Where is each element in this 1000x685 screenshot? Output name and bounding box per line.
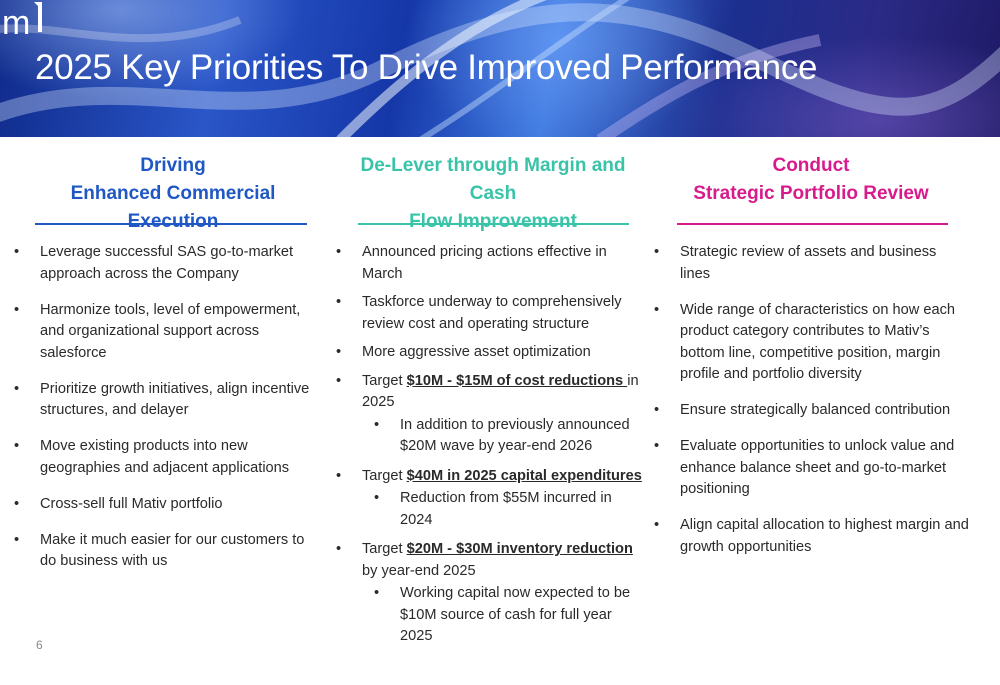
abstract-wave-background — [0, 0, 1000, 137]
list-item: Strategic review of assets and business … — [654, 242, 969, 285]
inventory-reduction-target: $20M - $30M inventory reduction — [406, 541, 633, 557]
sub-list-item: In addition to previously announced $20M… — [336, 415, 648, 458]
list-item: Target $10M - $15M of cost reductions in… — [336, 371, 648, 414]
bullet-list: Strategic review of assets and business … — [654, 242, 969, 573]
list-item: Ensure strategically balanced contributi… — [654, 400, 969, 422]
list-item: Make it much easier for our customers to… — [14, 530, 324, 573]
bullet-list: Leverage successful SAS go-to-market app… — [14, 242, 324, 587]
column-heading: De-Lever through Margin and Cash Flow Im… — [360, 155, 626, 232]
list-item: Harmonize tools, level of empowerment, a… — [14, 300, 324, 365]
list-item: Align capital allocation to highest marg… — [654, 515, 969, 558]
list-item: Announced pricing actions effective in M… — [336, 242, 648, 285]
svg-text:m: m — [2, 4, 30, 38]
column-commercial-execution: Driving Enhanced Commercial Execution — [28, 152, 318, 236]
header-banner: 2025 Key Priorities To Drive Improved Pe… — [0, 0, 1000, 137]
list-item: Evaluate opportunities to unlock value a… — [654, 436, 969, 501]
page-title: 2025 Key Priorities To Drive Improved Pe… — [35, 48, 818, 87]
column-divider-teal — [358, 223, 629, 225]
capex-target: $40M in 2025 capital expenditures — [406, 467, 642, 484]
column-heading: Conduct Strategic Portfolio Review — [693, 155, 929, 204]
column-heading: Driving Enhanced Commercial Execution — [70, 155, 276, 232]
bullet-list: Announced pricing actions effective in M… — [336, 242, 648, 656]
cost-reduction-target: $10M - $15M of cost reductions — [406, 372, 628, 389]
list-item: Target $40M in 2025 capital expenditures — [336, 466, 648, 488]
column-divider-magenta — [677, 223, 948, 225]
list-item: Move existing products into new geograph… — [14, 436, 324, 479]
list-item: Taskforce underway to comprehensively re… — [336, 292, 648, 335]
column-divider-blue — [35, 223, 307, 225]
list-item: Wide range of characteristics on how eac… — [654, 300, 969, 386]
list-item: More aggressive asset optimization — [336, 342, 648, 364]
sub-list-item: Reduction from $55M incurred in 2024 — [336, 488, 648, 531]
column-portfolio-review: Conduct Strategic Portfolio Review — [664, 152, 958, 208]
list-item: Cross-sell full Mativ portfolio — [14, 494, 324, 516]
sub-list-item: Working capital now expected to be $10M … — [336, 583, 648, 648]
list-item: Prioritize growth initiatives, align inc… — [14, 379, 324, 422]
list-item: Leverage successful SAS go-to-market app… — [14, 242, 324, 285]
column-delever: De-Lever through Margin and Cash Flow Im… — [338, 152, 648, 236]
list-item: Target $20M - $30M inventory reduction b… — [336, 539, 648, 582]
page-number: 6 — [36, 638, 43, 652]
mativ-logo: m — [2, 2, 42, 38]
